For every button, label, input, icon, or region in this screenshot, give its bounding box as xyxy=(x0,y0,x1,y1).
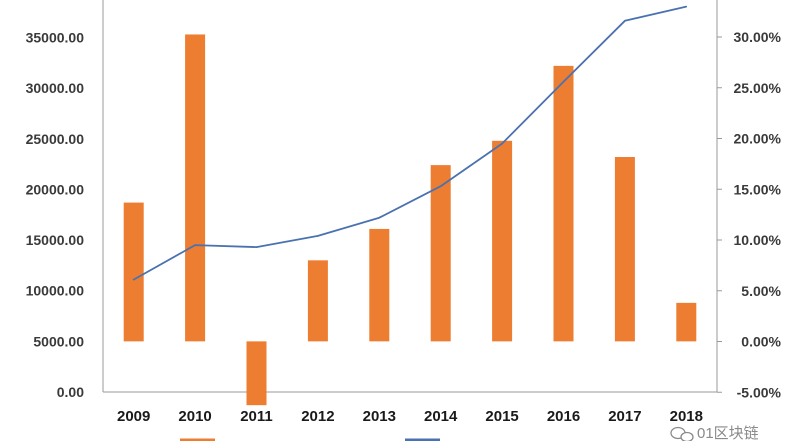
left-tick-label: 35000.00 xyxy=(26,30,85,46)
left-tick-label: 5000.00 xyxy=(33,333,84,349)
line-point-2013 xyxy=(378,216,381,219)
right-tick-label: -5.00% xyxy=(737,384,782,400)
line-point-2016 xyxy=(562,80,565,83)
right-tick-label: 5.00% xyxy=(741,283,781,299)
bar-2014 xyxy=(430,165,451,342)
right-tick-label: 25.00% xyxy=(734,80,782,96)
bar-2009 xyxy=(123,202,144,342)
axes xyxy=(102,0,722,393)
line-series xyxy=(132,5,688,281)
bar-series xyxy=(123,34,697,406)
bar-2010 xyxy=(185,34,206,342)
watermark-text: 01区块链 xyxy=(697,425,759,441)
x-tick-label: 2018 xyxy=(670,408,703,425)
line-point-2011 xyxy=(255,246,258,248)
line-point-2012 xyxy=(317,235,319,237)
left-tick-label: 10000.00 xyxy=(26,283,85,299)
x-tick-label: 2014 xyxy=(424,408,458,425)
line-point-2017 xyxy=(624,19,626,22)
right-tick-label: 10.00% xyxy=(734,232,782,248)
left-tick-label: 20000.00 xyxy=(26,181,85,197)
right-tick-label: 15.00% xyxy=(734,181,782,197)
line-path xyxy=(133,5,687,281)
right-tick-label: 20.00% xyxy=(734,131,782,147)
bar-2015 xyxy=(492,140,513,342)
bar-2012 xyxy=(307,260,328,342)
bar-2013 xyxy=(369,228,390,342)
left-tick-label: 15000.00 xyxy=(26,232,85,248)
x-tick-label: 2009 xyxy=(117,408,150,425)
bar-2016 xyxy=(553,65,574,342)
x-tick-label: 2012 xyxy=(301,408,334,425)
line-point-2015 xyxy=(501,142,503,145)
bar-2011 xyxy=(246,341,267,406)
right-axis-ticks: -5.00% 0.00% 5.00% 10.00% 15.00% 20.00% 25.00%… xyxy=(734,29,782,400)
x-tick-label: 2011 xyxy=(240,408,273,425)
x-tick-label: 2010 xyxy=(178,408,211,425)
watermark: 01区块链 xyxy=(670,425,759,443)
line-point-2018 xyxy=(685,5,688,8)
left-tick-label: 30000.00 xyxy=(26,80,85,96)
x-tick-label: 2013 xyxy=(363,408,396,425)
line-point-2009 xyxy=(132,278,135,281)
x-axis-ticks: 2009 2010 2011 2012 2013 2014 2015 2016 2017 2018 xyxy=(117,408,703,425)
left-tick-label: 25000.00 xyxy=(26,131,85,147)
x-tick-label: 2015 xyxy=(485,408,518,425)
left-tick-label: 0.00 xyxy=(57,384,84,400)
right-tick-label: 0.00% xyxy=(741,334,781,350)
x-tick-label: 2016 xyxy=(547,408,580,425)
line-point-2014 xyxy=(439,185,442,188)
line-point-2010 xyxy=(194,244,196,246)
left-axis-ticks: 0.00 5000.00 10000.00 15000.00 20000.00 25000… xyxy=(26,30,85,401)
right-tick-label: 30.00% xyxy=(734,29,782,45)
x-tick-label: 2017 xyxy=(608,408,641,425)
bar-2018 xyxy=(676,302,697,342)
wechat-icon xyxy=(670,426,694,443)
bar-2017 xyxy=(614,157,635,342)
